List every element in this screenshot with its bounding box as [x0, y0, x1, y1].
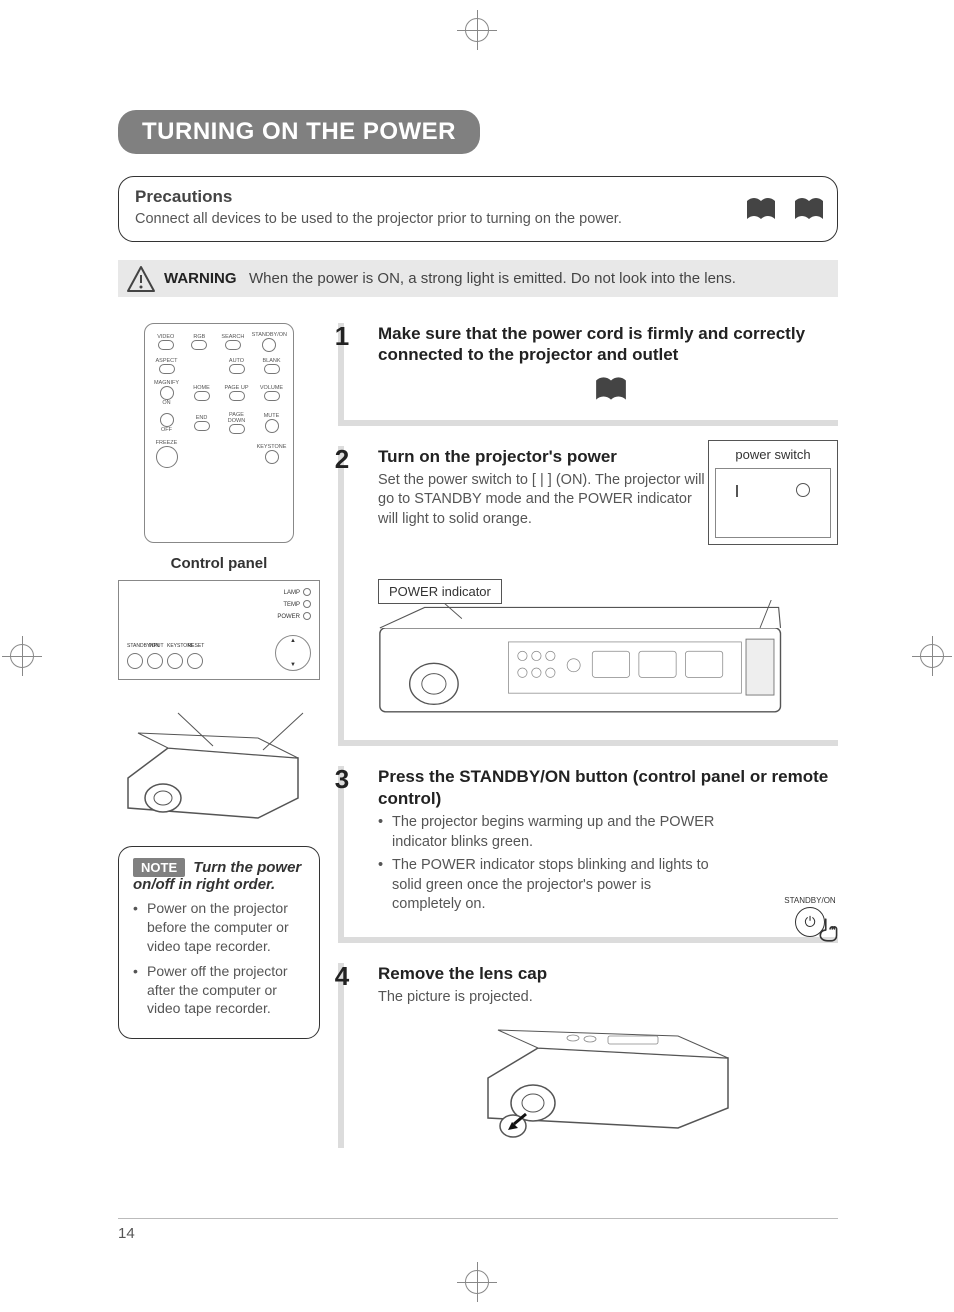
step-body: Set the power switch to [ | ] (ON). The … — [378, 471, 708, 530]
step-body: The picture is projected. — [378, 988, 838, 1008]
cp-button-label: INPUT — [147, 643, 165, 649]
remote-btn-label: VIDEO — [151, 334, 181, 340]
precautions-text: Connect all devices to be used to the pr… — [135, 211, 821, 227]
cp-indicator-label: LAMP — [284, 590, 300, 596]
remote-btn-label: ON — [151, 400, 182, 406]
step-bullet: The projector begins warming up and the … — [378, 813, 718, 852]
manual-page: TURNING ON THE POWER Precautions Connect… — [0, 0, 954, 1312]
step-3: 3 Press the STANDBY/ON button (control p… — [338, 766, 838, 942]
step-number: 3 — [322, 764, 362, 795]
crop-mark-top — [457, 10, 497, 50]
standby-label: STANDBY/ON — [782, 896, 838, 905]
power-indicator-callout: POWER indicator — [378, 579, 502, 604]
manual-ref-icon — [745, 197, 777, 221]
warning-text — [241, 270, 249, 287]
page-title: TURNING ON THE POWER — [118, 110, 480, 154]
remote-btn-label: PAGE UP — [221, 385, 252, 391]
note-box: NOTE Turn the power on/off in right orde… — [118, 846, 320, 1039]
step-title: Make sure that the power cord is firmly … — [378, 323, 838, 366]
remote-btn-label: BLANK — [256, 358, 287, 364]
projector-large-diagram — [378, 600, 788, 730]
cp-indicator-label: TEMP — [283, 602, 300, 608]
power-switch-drawing — [715, 468, 831, 538]
crop-mark-bottom — [457, 1262, 497, 1302]
remote-btn-label: VOLUME — [256, 385, 287, 391]
projector-sketch — [118, 708, 308, 828]
step-number: 1 — [322, 321, 362, 352]
step-bullet: The POWER indicator stops blinking and l… — [378, 856, 718, 915]
remote-btn-label: RGB — [185, 334, 215, 340]
precautions-box: Precautions Connect all devices to be us… — [118, 176, 838, 242]
remote-btn-label: KEYSTONE — [256, 444, 287, 450]
note-badge: NOTE — [133, 858, 185, 877]
note-bullet: Power on the projector before the comput… — [133, 899, 305, 956]
crop-mark-right — [912, 636, 952, 676]
step-1: 1 Make sure that the power cord is firml… — [338, 323, 838, 426]
hand-press-icon — [816, 917, 842, 943]
step-number: 2 — [322, 444, 362, 475]
step-title: Press the STANDBY/ON button (control pan… — [378, 766, 838, 809]
precautions-heading: Precautions — [135, 187, 821, 207]
page-number: 14 — [118, 1218, 838, 1242]
crop-mark-left — [2, 636, 42, 676]
cp-button-label: KEYSTONE — [167, 643, 185, 649]
remote-btn-label: STANDBY/ON — [252, 332, 287, 338]
remote-btn-label: FREEZE — [151, 440, 182, 446]
manual-ref-icon — [594, 376, 628, 402]
note-bullet: Power off the projector after the comput… — [133, 962, 305, 1019]
cp-indicator-label: POWER — [277, 614, 300, 620]
step-number: 4 — [322, 961, 362, 992]
remote-btn-label: MAGNIFY — [151, 380, 182, 386]
cp-button-label: STANDBY/ON — [127, 643, 145, 649]
warning-label: WARNING — [164, 270, 237, 287]
projector-lens-cap-diagram — [478, 1018, 738, 1138]
remote-btn-label: END — [186, 415, 217, 421]
remote-btn-label: SEARCH — [218, 334, 248, 340]
remote-btn-label: PAGE DOWN — [221, 412, 252, 424]
remote-control-diagram: VIDEO RGB SEARCH STANDBY/ON ASPECT AUTO … — [144, 323, 294, 543]
remote-btn-label: OFF — [151, 427, 182, 433]
left-column: VIDEO RGB SEARCH STANDBY/ON ASPECT AUTO … — [118, 323, 320, 1168]
right-column: 1 Make sure that the power cord is firml… — [338, 323, 838, 1168]
control-panel-diagram: LAMP TEMP POWER STANDBY/ON INPUT KEYSTON… — [118, 580, 320, 680]
remote-btn-label: HOME — [186, 385, 217, 391]
power-switch-label: power switch — [715, 447, 831, 462]
step-2: 2 Turn on the projector's power Set the … — [338, 446, 838, 747]
page-content: TURNING ON THE POWER Precautions Connect… — [118, 110, 838, 1168]
standby-button-icon: STANDBY/ON — [782, 896, 838, 937]
remote-btn-label: ASPECT — [151, 358, 182, 364]
step-4: 4 Remove the lens cap The picture is pro… — [338, 963, 838, 1148]
control-panel-heading: Control panel — [118, 555, 320, 572]
step-title: Remove the lens cap — [378, 963, 838, 984]
cp-button-label: RESET — [187, 643, 205, 649]
warning-icon — [126, 265, 156, 293]
warning-box: WARNING When the power is ON, a strong l… — [118, 260, 838, 297]
remote-btn-label: AUTO — [221, 358, 252, 364]
power-switch-callout: power switch — [708, 440, 838, 545]
remote-btn-label: MUTE — [256, 413, 287, 419]
warning-text-body: When the power is ON, a strong light is … — [249, 270, 736, 287]
manual-ref-icon — [793, 197, 825, 221]
